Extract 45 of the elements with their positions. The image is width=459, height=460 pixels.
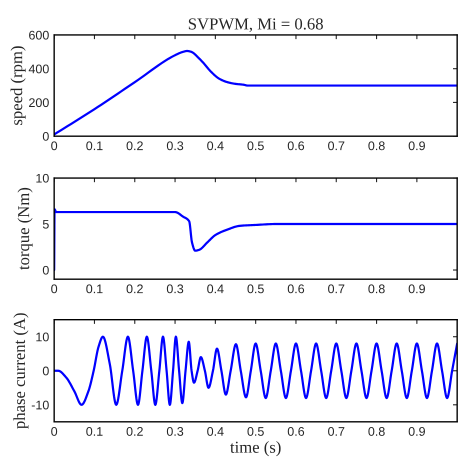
y-tick-label: 10 — [36, 332, 49, 342]
x-tick-label: 0 — [51, 427, 58, 436]
x-tick-label: 0.2 — [126, 284, 143, 294]
x-tick-label: 0.1 — [86, 427, 103, 436]
y-tick-label: 400 — [28, 64, 49, 74]
y-tick-label: 0 — [42, 266, 49, 275]
x-tick-label: 0.4 — [207, 284, 224, 294]
x-tick-label: 0.9 — [408, 284, 425, 294]
x-tick-label: 0.5 — [247, 141, 264, 150]
x-tick-label: 0.8 — [368, 427, 385, 436]
x-tick-label: 0.1 — [86, 141, 103, 150]
x-tick-label: 0.7 — [328, 427, 344, 436]
x-tick-label: 0.6 — [288, 141, 304, 150]
y-tick-label: 10 — [36, 174, 49, 183]
x-tick-label: 0.2 — [126, 141, 143, 150]
x-tick-label: 0.8 — [368, 141, 385, 150]
x-tick-label: 0.3 — [166, 427, 184, 436]
chart-title: SVPWM, Mi = 0.68 — [188, 18, 323, 32]
x-tick-label: 0.4 — [207, 141, 224, 150]
x-tick-label: 0 — [51, 141, 58, 150]
x-tick-label: 0 — [51, 284, 58, 294]
x-tick-label: 0.3 — [166, 284, 184, 294]
y-axis-title: phase current (A) — [13, 313, 28, 429]
x-tick-label: 0.5 — [247, 427, 264, 436]
x-tick-label: 0.6 — [288, 284, 304, 294]
y-axis-title: speed (rpm) — [10, 46, 26, 125]
x-tick-label: 0.8 — [368, 284, 385, 294]
x-axis-title: time (s) — [230, 441, 281, 456]
y-tick-label: 0 — [42, 366, 49, 376]
x-tick-label: 0.6 — [288, 427, 304, 436]
x-tick-label: 0.2 — [126, 427, 143, 436]
y-tick-label: 200 — [29, 98, 49, 108]
y-tick-label: 5 — [42, 220, 49, 229]
x-tick-label: 0.7 — [328, 141, 344, 150]
y-tick-label: 0 — [42, 132, 49, 141]
x-tick-label: 0.9 — [408, 141, 425, 150]
x-tick-label: 0.9 — [408, 427, 425, 436]
x-tick-label: 0.4 — [207, 427, 224, 436]
y-tick-label: 600 — [29, 30, 49, 40]
x-tick-label: 0.1 — [86, 284, 103, 294]
x-tick-label: 0.3 — [166, 141, 184, 150]
x-tick-label: 0.7 — [328, 284, 344, 294]
y-tick-label: -10 — [32, 400, 49, 410]
y-axis-title: torque (Nm) — [18, 188, 33, 270]
x-tick-label: 0.5 — [247, 284, 264, 294]
